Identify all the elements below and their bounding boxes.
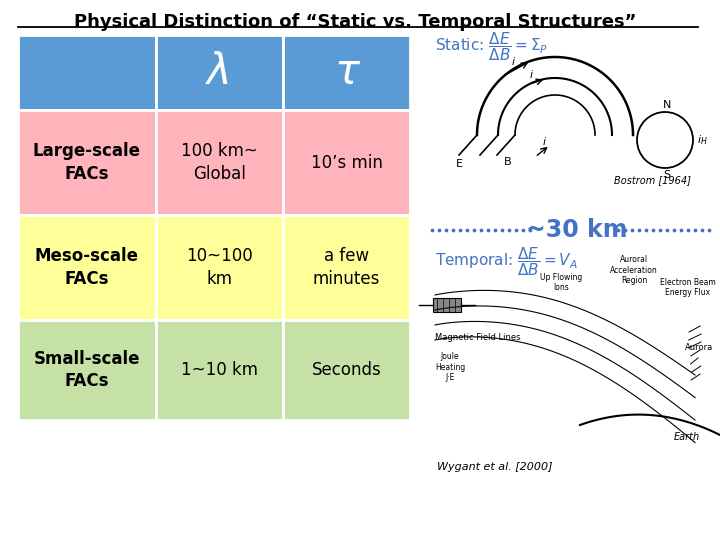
Text: Temporal: $\dfrac{\Delta E}{\Delta B} = V_A$: Temporal: $\dfrac{\Delta E}{\Delta B} = …: [435, 245, 578, 278]
Text: i: i: [543, 137, 546, 147]
Text: i: i: [529, 70, 533, 80]
Bar: [156, 215, 283, 320]
Text: ~30 km: ~30 km: [526, 218, 628, 242]
Text: λ: λ: [207, 51, 232, 93]
Bar: [156, 110, 283, 215]
Bar: [283, 320, 410, 420]
Text: i: i: [511, 57, 515, 66]
Bar: [18, 320, 156, 420]
Text: Electron Beam
Energy Flux: Electron Beam Energy Flux: [660, 278, 716, 297]
Text: Auroral
Acceleration
Region: Auroral Acceleration Region: [610, 255, 658, 285]
Text: Large-scale
FACs: Large-scale FACs: [33, 142, 141, 183]
Bar: [283, 215, 410, 320]
Text: Earth: Earth: [674, 432, 700, 442]
Text: τ: τ: [334, 51, 359, 93]
Bar: [283, 110, 410, 215]
Text: $i_H$: $i_H$: [697, 133, 708, 147]
Bar: [18, 110, 156, 215]
Text: Meso-scale
FACs: Meso-scale FACs: [35, 247, 139, 288]
Text: B: B: [504, 157, 512, 167]
Text: Bostrom [1964]: Bostrom [1964]: [614, 175, 691, 185]
Text: Aurora: Aurora: [685, 343, 714, 352]
Bar: [18, 215, 156, 320]
Text: 10~100
km: 10~100 km: [186, 247, 253, 288]
Text: S: S: [663, 170, 670, 180]
Bar: [18, 35, 156, 110]
Text: Physical Distinction of “Static vs. Temporal Structures”: Physical Distinction of “Static vs. Temp…: [73, 13, 636, 31]
Bar: [283, 35, 410, 110]
Text: Joule
Heating
J·E: Joule Heating J·E: [435, 352, 465, 382]
Text: N: N: [663, 100, 671, 110]
Text: Up Flowing
Ions: Up Flowing Ions: [540, 273, 582, 292]
Text: 10’s min: 10’s min: [310, 153, 382, 172]
Text: Wygant et al. [2000]: Wygant et al. [2000]: [437, 462, 552, 472]
Bar: [433, 298, 461, 312]
Bar: [156, 35, 283, 110]
Text: Seconds: Seconds: [312, 361, 382, 379]
Text: E: E: [456, 159, 462, 169]
Text: Static: $\dfrac{\Delta E}{\Delta B} = \Sigma_P$: Static: $\dfrac{\Delta E}{\Delta B} = \S…: [435, 30, 549, 63]
Text: Magnetic Field Lines: Magnetic Field Lines: [435, 333, 521, 342]
Text: a few
minutes: a few minutes: [312, 247, 380, 288]
Bar: [156, 320, 283, 420]
Text: 1~10 km: 1~10 km: [181, 361, 258, 379]
Text: 100 km~
Global: 100 km~ Global: [181, 142, 258, 183]
Text: Small-scale
FACs: Small-scale FACs: [34, 349, 140, 390]
